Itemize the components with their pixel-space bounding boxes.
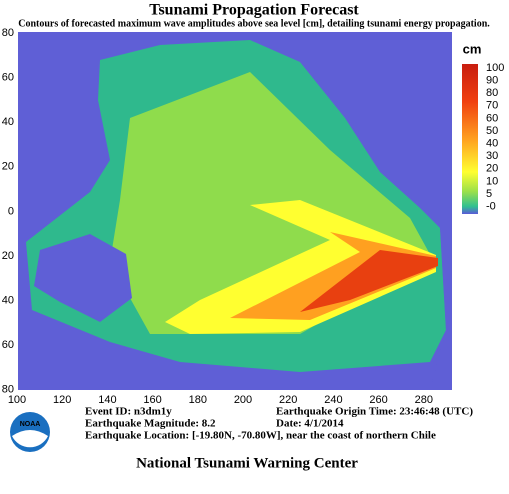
legend-label: 20 (486, 163, 498, 175)
lat-label: 0 (8, 205, 14, 217)
legend-label: 30 (486, 150, 498, 162)
legend-label: 100 (486, 62, 504, 74)
lat-label: 20 (2, 250, 14, 262)
lat-label: 20 (2, 161, 14, 173)
lat-label: 80 (2, 384, 14, 396)
title: Tsunami Propagation Forecast (149, 2, 359, 19)
lon-label: 240 (324, 394, 342, 406)
longitude-labels: 100 120 140 160 180 200 220 240 260 280 (8, 394, 433, 406)
footer: National Tsunami Warning Center (136, 455, 358, 471)
lon-label: 220 (279, 394, 297, 406)
south-america (430, 225, 452, 390)
red-zone (300, 250, 438, 312)
noaa-logo: NOAA (10, 412, 50, 452)
lon-label: 100 (8, 394, 26, 406)
lon-label: 280 (415, 394, 433, 406)
legend-label: 60 (486, 112, 498, 124)
lat-label: 80 (2, 27, 14, 39)
legend-label: 40 (486, 138, 498, 150)
yellow-zone (165, 200, 436, 334)
lon-label: 260 (369, 394, 387, 406)
legend-label: 10 (486, 175, 498, 187)
latitude-labels: 80 60 40 20 0 20 40 60 80 (2, 27, 14, 396)
lon-label: 180 (189, 394, 207, 406)
legend-label: 50 (486, 125, 498, 137)
legend-unit: cm (463, 41, 482, 56)
magnitude: Earthquake Magnitude: 8.2 (85, 418, 216, 430)
svg-text:NOAA: NOAA (20, 421, 41, 428)
lon-label: 120 (53, 394, 71, 406)
lat-label: 40 (2, 295, 14, 307)
color-bar (462, 64, 478, 214)
legend-label: -0 (486, 201, 496, 213)
lat-label: 60 (2, 72, 14, 84)
origin-time: Earthquake Origin Time: 23:46:48 (UTC) (276, 406, 473, 418)
lat-label: 40 (2, 116, 14, 128)
legend-label: 80 (486, 87, 498, 99)
lat-label: 60 (2, 339, 14, 351)
legend-label: 5 (486, 188, 492, 200)
lon-label: 200 (234, 394, 252, 406)
date: Date: 4/1/2014 (276, 418, 344, 430)
australia (34, 234, 132, 322)
lon-label: 160 (143, 394, 161, 406)
location: Earthquake Location: [-19.80N, -70.80W],… (85, 430, 436, 442)
legend-label: 70 (486, 100, 498, 112)
event-id: Event ID: n3dm1y (85, 406, 172, 418)
lon-label: 140 (98, 394, 116, 406)
legend-label: 90 (486, 75, 498, 87)
subtitle: Contours of forecasted maximum wave ampl… (18, 18, 490, 29)
map (18, 32, 452, 390)
